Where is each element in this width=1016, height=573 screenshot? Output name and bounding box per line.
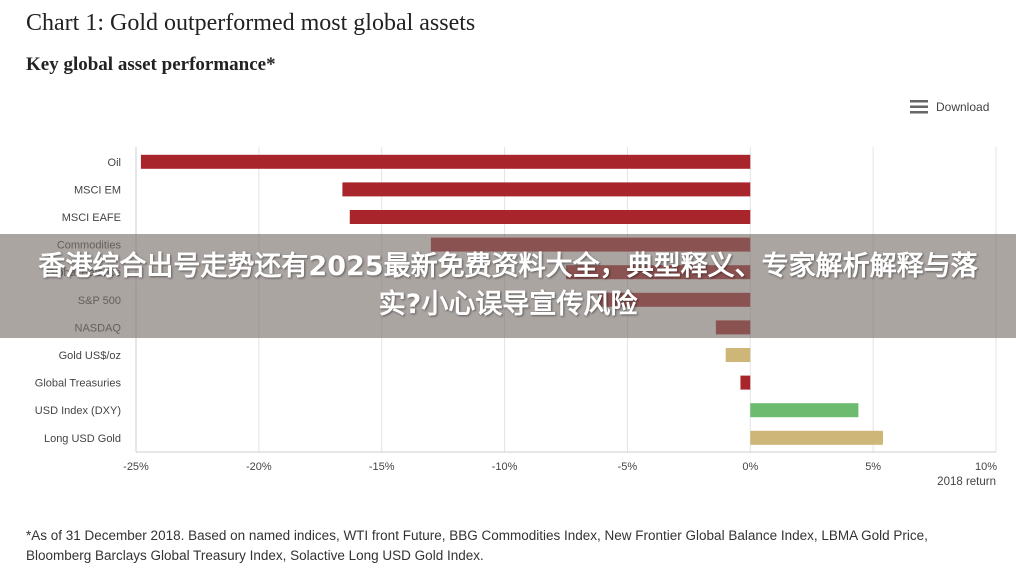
x-tick-label: 5%: [865, 461, 881, 473]
category-label: Long USD Gold: [44, 433, 121, 445]
bar: [740, 375, 751, 390]
category-label: Gold US$/oz: [59, 350, 121, 362]
download-label: Download: [936, 100, 990, 114]
bar: [349, 210, 751, 224]
x-axis-title: 2018 return: [937, 476, 996, 488]
overlay-banner: 香港综合出号走势还有2025最新免费资料大全，典型释义、专家解析解释与落实?小心…: [0, 234, 1016, 338]
x-tick-label: -10%: [492, 461, 518, 473]
download-button[interactable]: Download: [910, 100, 989, 114]
banner-text: 香港综合出号走势还有2025最新免费资料大全，典型释义、专家解析解释与落实?小心…: [38, 251, 978, 320]
category-label: MSCI EM: [74, 184, 121, 196]
footnote: *As of 31 December 2018. Based on named …: [26, 528, 928, 563]
bar: [750, 430, 883, 445]
category-label: USD Index (DXY): [35, 405, 121, 417]
x-tick-label: -5%: [618, 461, 638, 473]
x-tick-label: -15%: [369, 461, 395, 473]
x-tick-label: -20%: [246, 461, 272, 473]
category-label: Global Treasuries: [35, 378, 122, 390]
bar: [750, 403, 859, 418]
bar: [725, 348, 751, 362]
category-label: Oil: [108, 157, 121, 169]
category-label: MSCI EAFE: [62, 212, 121, 224]
chart-title: Chart 1: Gold outperformed most global a…: [26, 10, 476, 36]
chart-subtitle: Key global asset performance*: [26, 54, 276, 75]
x-tick-label: 10%: [975, 461, 997, 473]
bar: [140, 154, 751, 169]
bar: [342, 182, 751, 197]
x-tick-label: 0%: [742, 461, 758, 473]
menu-icon: [910, 100, 928, 114]
x-tick-label: -25%: [123, 461, 149, 473]
